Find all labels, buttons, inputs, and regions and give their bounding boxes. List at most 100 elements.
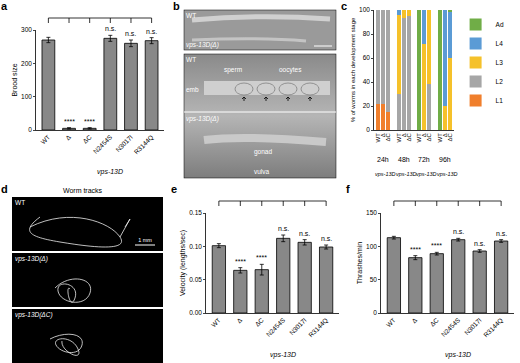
svg-text:Brood size: Brood size	[11, 63, 18, 96]
svg-text:WT: WT	[186, 12, 196, 19]
svg-text:ΔC: ΔC	[428, 316, 440, 328]
svg-text:WT: WT	[375, 133, 381, 143]
svg-text:100: 100	[21, 93, 32, 100]
svg-text:****: ****	[410, 246, 421, 253]
svg-text:n.s.: n.s.	[474, 240, 485, 247]
svg-text:oocytes: oocytes	[279, 66, 302, 74]
svg-text:vps-13D: vps-13D	[270, 351, 296, 359]
svg-text:vps-13D: vps-13D	[445, 351, 471, 359]
svg-text:vps-13D(Δ): vps-13D(Δ)	[186, 41, 219, 49]
svg-text:vps-13D(Δ): vps-13D(Δ)	[186, 115, 219, 123]
svg-text:Δ: Δ	[442, 133, 448, 137]
svg-text:Velocity (lengths/sec): Velocity (lengths/sec)	[179, 230, 187, 296]
svg-text:L3: L3	[496, 59, 504, 66]
svg-text:N2454S: N2454S	[440, 316, 462, 338]
svg-text:WT: WT	[210, 316, 222, 328]
svg-text:n.s.: n.s.	[453, 228, 464, 235]
svg-text:R3144Q: R3144Q	[133, 133, 156, 156]
svg-text:****: ****	[84, 118, 95, 125]
svg-text:Δ: Δ	[64, 133, 72, 141]
svg-text:ΔC: ΔC	[406, 133, 412, 142]
svg-text:Thrashes/min: Thrashes/min	[356, 242, 363, 285]
svg-text:40: 40	[363, 78, 371, 85]
svg-text:vulva: vulva	[254, 168, 270, 175]
svg-text:Δ: Δ	[410, 316, 418, 324]
svg-text:vps-13D(Δ): vps-13D(Δ)	[15, 255, 48, 263]
svg-text:n.s.: n.s.	[321, 235, 332, 242]
svg-text:0: 0	[373, 309, 377, 316]
svg-text:0: 0	[366, 126, 370, 133]
svg-text:72h: 72h	[418, 156, 430, 163]
svg-text:20: 20	[363, 102, 371, 109]
svg-text:Δ: Δ	[421, 133, 427, 137]
svg-text:vps-13D(ΔC): vps-13D(ΔC)	[15, 311, 53, 319]
svg-text:96h: 96h	[439, 156, 451, 163]
svg-text:0.05: 0.05	[189, 276, 202, 283]
svg-text:R3144Q: R3144Q	[307, 316, 330, 339]
html-text:e: e	[171, 183, 178, 195]
svg-text:200: 200	[21, 60, 32, 67]
svg-text:emb: emb	[186, 86, 199, 93]
svg-text:ΔC: ΔC	[253, 316, 265, 328]
svg-text:WT: WT	[186, 56, 196, 63]
svg-text:ΔC: ΔC	[447, 133, 453, 142]
svg-text:Δ: Δ	[380, 133, 386, 137]
svg-text:N3017I: N3017I	[114, 133, 134, 153]
svg-text:300: 300	[21, 26, 32, 33]
svg-text:gonad: gonad	[254, 148, 272, 156]
svg-text:80: 80	[363, 30, 371, 37]
svg-text:N2454S: N2454S	[92, 133, 114, 155]
svg-text:0.00: 0.00	[189, 309, 202, 316]
svg-text:50: 50	[370, 276, 378, 283]
svg-text:vps-13D: vps-13D	[416, 171, 437, 177]
svg-text:N2454S: N2454S	[265, 316, 287, 338]
svg-text:N3017I: N3017I	[463, 316, 483, 336]
svg-text:sperm: sperm	[224, 66, 242, 74]
svg-text:Worm tracks: Worm tracks	[63, 187, 103, 194]
svg-text:vps-13D: vps-13D	[437, 171, 458, 177]
svg-text:L4: L4	[496, 40, 504, 47]
svg-text:60: 60	[363, 54, 371, 61]
svg-text:% of worms in each development: % of worms in each development stage	[350, 17, 356, 122]
svg-text:vps-13D: vps-13D	[375, 171, 396, 177]
svg-text:****: ****	[431, 242, 442, 249]
svg-text:n.s.: n.s.	[496, 230, 507, 237]
svg-text:n.s.: n.s.	[146, 28, 157, 35]
svg-text:WT: WT	[416, 133, 422, 143]
svg-text:100: 100	[366, 243, 377, 250]
svg-text:L1: L1	[496, 97, 504, 104]
svg-text:0.10: 0.10	[189, 243, 202, 250]
svg-text:WT: WT	[385, 316, 397, 328]
svg-text:ΔC: ΔC	[81, 133, 93, 145]
svg-text:WT: WT	[39, 133, 51, 145]
svg-text:****: ****	[235, 258, 246, 265]
svg-text:n.s.: n.s.	[105, 25, 116, 32]
svg-text:WT: WT	[437, 133, 443, 143]
svg-text:R3144Q: R3144Q	[482, 316, 505, 339]
svg-text:N3017I: N3017I	[288, 316, 308, 336]
svg-text:WT: WT	[396, 133, 402, 143]
html-text:a: a	[1, 0, 8, 12]
svg-text:L2: L2	[496, 78, 504, 85]
svg-text:****: ****	[256, 254, 267, 261]
svg-text:n.s.: n.s.	[278, 225, 289, 232]
svg-text:****: ****	[64, 118, 75, 125]
svg-text:ΔC: ΔC	[426, 133, 432, 142]
svg-text:24h: 24h	[377, 156, 389, 163]
svg-text:Δ: Δ	[235, 316, 243, 324]
svg-text:Δ: Δ	[401, 133, 407, 137]
svg-text:vps-13D: vps-13D	[396, 171, 417, 177]
svg-text:n.s.: n.s.	[299, 230, 310, 237]
svg-text:100: 100	[359, 6, 370, 13]
svg-text:vps-13D: vps-13D	[97, 168, 123, 176]
svg-text:ΔC: ΔC	[385, 133, 391, 142]
svg-text:n.s.: n.s.	[125, 30, 136, 37]
svg-text:1 mm: 1 mm	[138, 237, 152, 243]
svg-text:0: 0	[28, 126, 32, 133]
svg-text:150: 150	[366, 209, 377, 216]
svg-text:0.15: 0.15	[189, 209, 202, 216]
svg-text:WT: WT	[15, 199, 25, 206]
svg-text:48h: 48h	[398, 156, 410, 163]
html-text:c: c	[341, 0, 348, 12]
svg-text:Ad: Ad	[496, 21, 504, 28]
